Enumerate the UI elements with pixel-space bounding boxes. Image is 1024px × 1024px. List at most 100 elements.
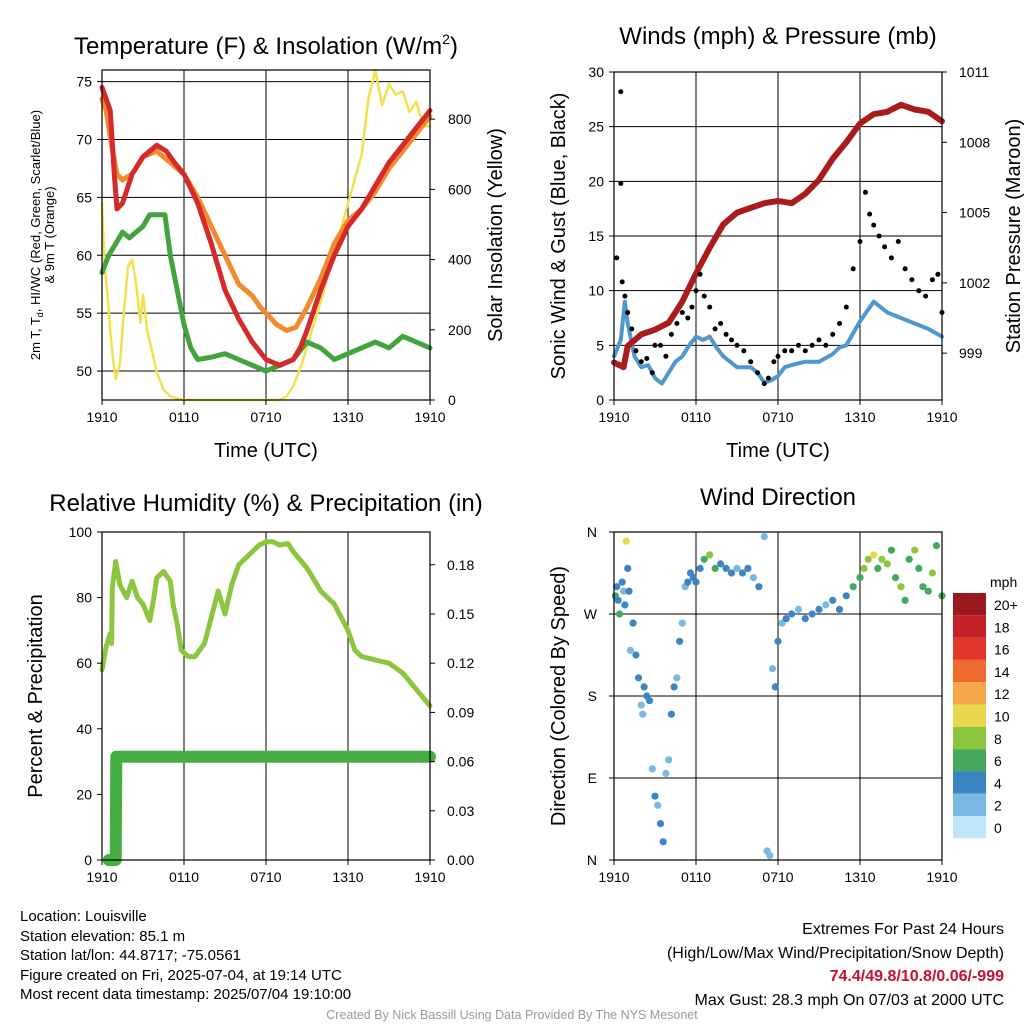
direction-point [808, 610, 816, 618]
temperature-x-tick-label: 0110 [169, 409, 199, 425]
direction-point [684, 578, 692, 586]
direction-point [897, 583, 905, 591]
extremes-title: Extremes For Past 24 Hours [802, 921, 1004, 938]
legend-swatch [953, 615, 986, 638]
winds-x-tick-label: 1310 [844, 409, 875, 425]
gust-point [909, 277, 915, 283]
precip-y-tick-label: 0.15 [447, 606, 474, 622]
gust-point [741, 348, 747, 354]
temperature-x-tick-label: 1910 [414, 409, 445, 425]
direction-point [901, 596, 909, 604]
humidity-y-tick-label: 60 [76, 655, 92, 671]
temperature-y-tick-label: 65 [76, 189, 92, 205]
gust-point [867, 211, 873, 217]
pressure-y-tick-label: 1008 [959, 134, 990, 150]
legend-swatch [953, 816, 986, 839]
direction-point [829, 596, 837, 604]
gust-point [614, 255, 620, 261]
direction-point [733, 564, 741, 573]
winds-x-tick-label: 0110 [681, 409, 711, 425]
gust-point [712, 326, 718, 332]
direction-point [774, 637, 782, 645]
direction-point [794, 605, 803, 614]
gust-point [761, 381, 767, 387]
winds-x-tick-label: 1910 [598, 409, 629, 425]
gust-point [638, 359, 644, 365]
direction-point [667, 710, 676, 718]
pressure-y-tick-label: 1005 [959, 205, 990, 221]
temperature-panel-title: Temperature (F) & Insolation (W/m2) [74, 31, 458, 60]
direction-x-tick-label: 1910 [598, 869, 629, 885]
extremes-values: 74.4/49.8/10.8/0.06/-999 [829, 968, 1004, 985]
humidity-y-tick-label: 40 [76, 721, 92, 737]
insolation-y-tick-label: 0 [448, 392, 456, 408]
station-elevation: Station elevation: 85.1 m [20, 927, 186, 945]
legend-label: 4 [994, 775, 1002, 791]
humidity-x-tick-label: 1310 [332, 869, 363, 885]
pressure-y-tick-label: 1011 [959, 64, 989, 80]
legend-label: 10 [994, 709, 1010, 725]
precip-y-tick-label: 0.03 [447, 803, 474, 819]
direction-point [665, 756, 673, 764]
temperature-y-tick-label: 60 [76, 247, 92, 263]
humidity-y-tick-label: 0 [84, 852, 92, 868]
gust-point [629, 326, 635, 332]
insolation-y-tick-label: 800 [448, 111, 472, 127]
winds-y-tick-label: 5 [596, 337, 604, 353]
winds-y-tick-label: 20 [588, 173, 604, 189]
humidity-y-tick-label: 80 [76, 590, 92, 606]
direction-point [717, 560, 725, 568]
winds-y-tick-label: 15 [588, 228, 604, 244]
direction-y-tick-label: N [587, 852, 597, 868]
humidity-y-tick-label: 20 [76, 786, 92, 802]
direction-point [835, 605, 844, 614]
direction-point [662, 769, 670, 778]
pressure-y-axis-label: Station Pressure (Maroon) [1003, 119, 1024, 354]
direction-point [815, 605, 823, 614]
legend-label: 6 [994, 753, 1002, 769]
precip-y-tick-label: 0.00 [447, 852, 474, 868]
direction-point [706, 551, 714, 559]
direction-point [639, 710, 647, 718]
humidity-x-tick-label: 1910 [86, 869, 117, 885]
direction-point [727, 569, 736, 577]
legend-swatch [953, 637, 986, 660]
direction-point [864, 555, 872, 563]
gust-point [771, 359, 777, 365]
temperature-y-axis-label: 2m T, Td, HI/WC (Red, Green, Scarlet/Blu… [28, 110, 57, 360]
direction-point [905, 555, 913, 563]
legend-swatch [953, 593, 986, 616]
gust-point [689, 304, 695, 310]
gust-point [734, 342, 740, 348]
gust-point [850, 266, 856, 272]
gust-point [729, 337, 734, 343]
direction-point [692, 578, 700, 586]
legend-label: 14 [994, 664, 1010, 680]
insolation-y-tick-label: 400 [448, 252, 472, 268]
gust-point [902, 266, 908, 272]
gust-point [857, 239, 863, 244]
temperature-x-tick-label: 1310 [332, 409, 363, 425]
gust-point [882, 244, 888, 250]
most-recent-timestamp: Most recent data timestamp: 2025/07/04 1… [20, 986, 352, 1003]
direction-point [614, 596, 622, 604]
direction-point [744, 564, 752, 573]
temperature-x-axis-label: Time (UTC) [214, 440, 318, 462]
gust-point [935, 271, 941, 277]
gust-point [707, 304, 713, 310]
gust-point [679, 310, 685, 315]
gust-point [863, 189, 868, 195]
direction-point [738, 569, 747, 577]
direction-point [635, 674, 643, 682]
precipitation-line [102, 750, 436, 866]
gust-point [755, 370, 760, 376]
direction-point [766, 851, 774, 860]
gust-point [782, 348, 788, 354]
gust-point [876, 233, 882, 239]
wind-y-axis-label: Sonic Wind & Gust (Blue, Black) [548, 93, 570, 380]
direction-point [771, 683, 779, 691]
insolation-y-axis-label: Solar Insolation (Yellow) [485, 128, 507, 342]
direction-point [670, 683, 678, 691]
direction-point [651, 792, 659, 800]
